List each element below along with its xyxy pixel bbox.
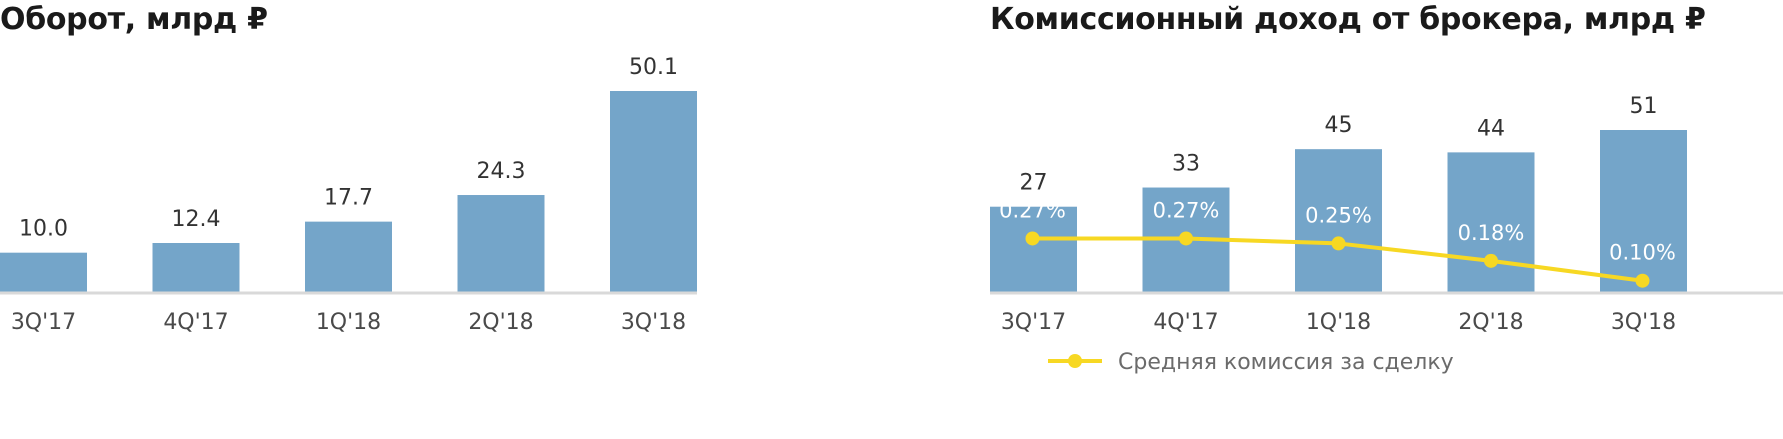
commission-value-label: 51: [1630, 94, 1658, 119]
commission-value-label: 44: [1477, 116, 1505, 141]
commission-value-label: 33: [1172, 152, 1200, 177]
commission-chart-plot: 27 3Q'17 33 4Q'17 45 1Q'18 44 2Q'18 51 3Q'18 0.27%…: [990, 94, 1783, 375]
avg-commission-point: [1331, 236, 1346, 251]
turnover-value-label: 50.1: [629, 55, 678, 80]
commission-x-tick-label: 2Q'18: [1458, 310, 1523, 335]
avg-commission-label: 0.25%: [1305, 203, 1372, 227]
turnover-bar: [305, 221, 392, 293]
turnover-x-tick-label: 3Q'18: [621, 310, 686, 335]
turnover-bar: [457, 195, 545, 293]
legend-label: Средняя комиссия за сделку: [1118, 350, 1454, 375]
commission-x-tick-label: 1Q'18: [1306, 310, 1371, 335]
avg-commission-point: [1179, 231, 1193, 246]
avg-commission-label: 0.18%: [1458, 221, 1525, 245]
turnover-x-tick-label: 4Q'17: [163, 310, 228, 335]
avg-commission-point: [1025, 231, 1040, 246]
commission-bar: [1600, 130, 1687, 293]
turnover-value-label: 10.0: [19, 217, 68, 242]
commission-bar: [1295, 149, 1382, 293]
avg-commission-point: [1484, 253, 1498, 268]
turnover-x-tick-label: 3Q'17: [11, 310, 76, 335]
commission-bar: [1447, 152, 1535, 293]
avg-commission-label: 0.27%: [1153, 198, 1220, 222]
turnover-bar: [152, 243, 240, 293]
commission-x-tick-label: 3Q'17: [1001, 310, 1066, 335]
turnover-value-label: 17.7: [324, 186, 373, 211]
turnover-value-label: 12.4: [172, 207, 221, 232]
commission-value-label: 27: [1020, 171, 1048, 196]
turnover-chart-plot: 10.0 3Q'17 12.4 4Q'17 17.7 1Q'18 24.3 2Q'18 50.1…: [0, 55, 697, 335]
turnover-x-tick-label: 1Q'18: [316, 310, 381, 335]
turnover-bar: [610, 91, 697, 293]
commission-value-label: 45: [1325, 113, 1353, 138]
turnover-x-tick-label: 2Q'18: [468, 310, 533, 335]
avg-commission-label: 0.10%: [1609, 241, 1676, 265]
avg-commission-point: [1635, 273, 1650, 288]
commission-bar: [990, 206, 1077, 293]
commission-chart: Комиссионный доход от брокера, млрд ₽ 27…: [990, 0, 1783, 439]
legend-marker-swatch: [1068, 354, 1082, 368]
commission-chart-title: Комиссионный доход от брокера, млрд ₽: [990, 2, 1706, 37]
turnover-chart-title: Оборот, млрд ₽: [0, 2, 268, 37]
avg-commission-label: 0.27%: [999, 198, 1066, 222]
turnover-chart: Оборот, млрд ₽ 10.0 3Q'17 12.4 4Q'17 17.7 1Q'…: [0, 0, 800, 439]
commission-x-tick-label: 4Q'17: [1153, 310, 1218, 335]
turnover-bar: [0, 252, 87, 293]
turnover-value-label: 24.3: [477, 159, 526, 184]
commission-x-tick-label: 3Q'18: [1611, 310, 1676, 335]
